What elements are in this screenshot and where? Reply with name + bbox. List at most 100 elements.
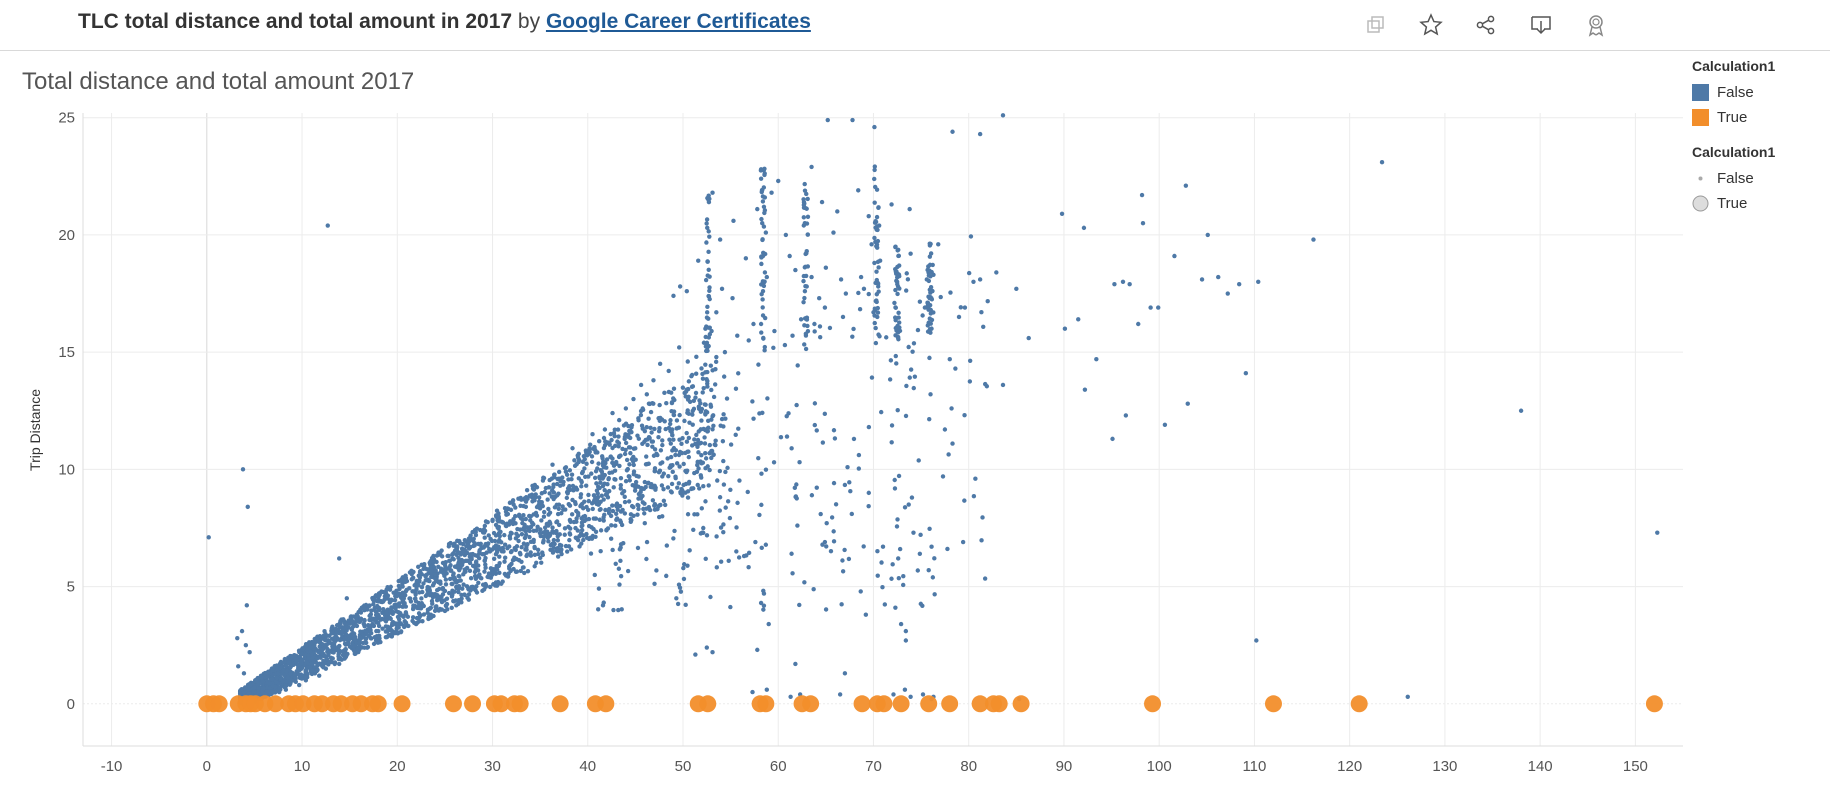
- point-false: [580, 469, 585, 475]
- point-true: [892, 695, 910, 713]
- point-false: [701, 484, 706, 489]
- point-false: [875, 573, 880, 578]
- color-legend-item-false[interactable]: False: [1692, 80, 1822, 105]
- point-false: [598, 480, 603, 485]
- point-false: [660, 442, 665, 448]
- point-false: [344, 596, 350, 601]
- badge-icon[interactable]: [1580, 10, 1612, 40]
- point-false: [642, 521, 647, 526]
- point-false: [689, 486, 694, 492]
- point-false: [555, 538, 561, 543]
- point-false: [758, 176, 764, 181]
- point-false: [518, 568, 523, 574]
- point-false: [1256, 279, 1261, 284]
- point-false: [675, 601, 681, 607]
- point-false: [620, 507, 625, 513]
- point-false: [517, 527, 523, 532]
- point-false: [554, 530, 559, 536]
- point-false: [882, 602, 888, 607]
- point-false: [468, 575, 474, 581]
- point-false: [557, 532, 562, 537]
- point-false: [1062, 326, 1068, 331]
- point-false: [547, 520, 552, 525]
- point-false: [1014, 286, 1019, 292]
- star-icon[interactable]: [1415, 10, 1447, 40]
- point-false: [797, 602, 802, 608]
- point-false: [977, 277, 983, 282]
- point-false: [439, 548, 444, 553]
- point-false: [652, 503, 657, 508]
- point-false: [376, 591, 382, 596]
- point-false: [490, 517, 495, 522]
- size-legend-item-true[interactable]: True: [1692, 191, 1822, 216]
- point-false: [679, 441, 684, 447]
- point-false: [322, 661, 328, 666]
- point-false: [902, 505, 908, 510]
- point-false: [538, 527, 543, 532]
- point-false: [920, 692, 926, 697]
- point-false: [733, 386, 739, 391]
- point-false: [499, 519, 505, 525]
- point-false: [315, 663, 320, 668]
- point-false: [872, 176, 877, 182]
- point-false: [557, 542, 563, 548]
- point-false: [602, 512, 607, 518]
- point-false: [771, 345, 776, 350]
- point-false: [384, 609, 389, 614]
- point-false: [606, 506, 612, 512]
- point-false: [831, 539, 837, 544]
- point-false: [887, 377, 893, 382]
- point-false: [355, 646, 360, 652]
- point-false: [252, 689, 258, 694]
- point-false: [458, 541, 463, 546]
- point-false: [697, 441, 702, 446]
- point-false: [985, 299, 990, 304]
- point-false: [695, 462, 700, 468]
- point-false: [349, 627, 355, 632]
- point-false: [891, 692, 896, 697]
- point-false: [704, 645, 710, 650]
- copy-icon[interactable]: [1360, 10, 1392, 40]
- point-false: [510, 521, 516, 527]
- point-false: [685, 359, 690, 364]
- point-false: [928, 285, 934, 290]
- point-false: [503, 573, 509, 578]
- point-false: [329, 659, 334, 665]
- point-false: [496, 563, 501, 569]
- point-false: [928, 251, 934, 256]
- point-false: [330, 656, 335, 661]
- point-false: [751, 416, 756, 421]
- point-false: [758, 321, 764, 327]
- point-false: [423, 574, 428, 579]
- point-false: [646, 434, 652, 440]
- point-false: [496, 526, 501, 531]
- large-dot-icon: [1692, 195, 1709, 212]
- point-false: [787, 253, 792, 259]
- point-false: [958, 305, 964, 310]
- point-false: [693, 371, 699, 376]
- point-false: [616, 417, 622, 423]
- point-false: [502, 532, 507, 538]
- point-false: [496, 514, 501, 519]
- point-false: [875, 259, 881, 265]
- size-legend-item-false[interactable]: False: [1692, 166, 1822, 191]
- download-icon[interactable]: [1525, 10, 1557, 40]
- author-link[interactable]: Google Career Certificates: [545, 10, 811, 33]
- point-false: [322, 642, 328, 648]
- point-false: [1225, 291, 1230, 296]
- point-false: [756, 362, 761, 367]
- share-icon[interactable]: [1470, 10, 1502, 40]
- point-false: [332, 640, 337, 645]
- point-false: [703, 556, 708, 561]
- point-false: [695, 512, 700, 517]
- point-false: [893, 353, 898, 359]
- point-false: [611, 485, 616, 490]
- point-false: [460, 586, 465, 591]
- color-legend-item-true[interactable]: True: [1692, 105, 1822, 130]
- point-false: [541, 509, 547, 515]
- point-false: [930, 288, 935, 294]
- swatch-false: [1692, 84, 1709, 101]
- point-false: [429, 568, 434, 573]
- point-false: [1112, 281, 1117, 287]
- point-false: [876, 205, 881, 211]
